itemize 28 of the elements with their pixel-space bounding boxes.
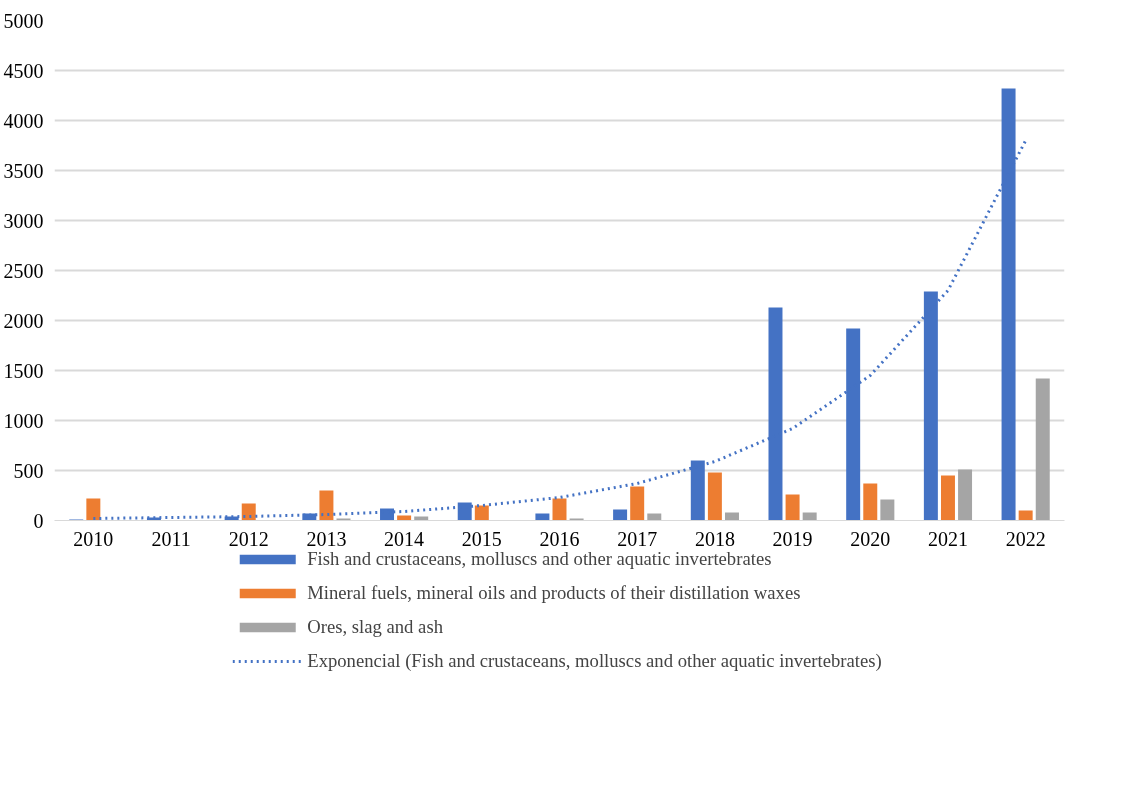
x-tick-label: 2021	[927, 527, 968, 550]
x-tick-label: 2013	[306, 527, 347, 550]
x-tick-label: 2020	[850, 527, 891, 550]
x-tick-label: 2014	[384, 527, 425, 550]
y-tick-label: 3500	[3, 159, 44, 182]
legend-label: Mineral fuels, mineral oils and products of their distillation waxes	[307, 582, 801, 604]
legend-label: Ores, slag and ash	[307, 616, 443, 638]
y-tick-label: 500	[13, 459, 44, 482]
x-tick-label: 2016	[539, 527, 580, 550]
y-tick-label: 0	[33, 509, 44, 532]
y-tick-label: 2000	[3, 309, 44, 332]
x-tick-label: 2022	[1005, 527, 1046, 550]
y-tick-label: 3000	[3, 209, 44, 232]
legend-label: Fish and crustaceans, molluscs and other aquatic invertebrates	[307, 548, 772, 570]
y-tick-label: 4000	[3, 109, 44, 132]
y-tick-label: 1500	[3, 359, 44, 382]
y-tick-label: 2500	[3, 259, 44, 282]
x-tick-label: 2011	[151, 527, 191, 550]
x-tick-label: 2017	[617, 527, 658, 550]
y-tick-label: 5000	[3, 9, 44, 32]
x-tick-label: 2010	[73, 527, 114, 550]
x-tick-label: 2015	[461, 527, 502, 550]
y-tick-label: 4500	[3, 59, 44, 82]
x-tick-label: 2012	[228, 527, 269, 550]
x-tick-label: 2018	[694, 527, 735, 550]
legend-label: Exponencial (Fish and crustaceans, molluscs and other aquatic invertebrates)	[307, 650, 882, 672]
x-tick-label: 2019	[772, 527, 813, 550]
y-tick-label: 1000	[3, 409, 44, 432]
